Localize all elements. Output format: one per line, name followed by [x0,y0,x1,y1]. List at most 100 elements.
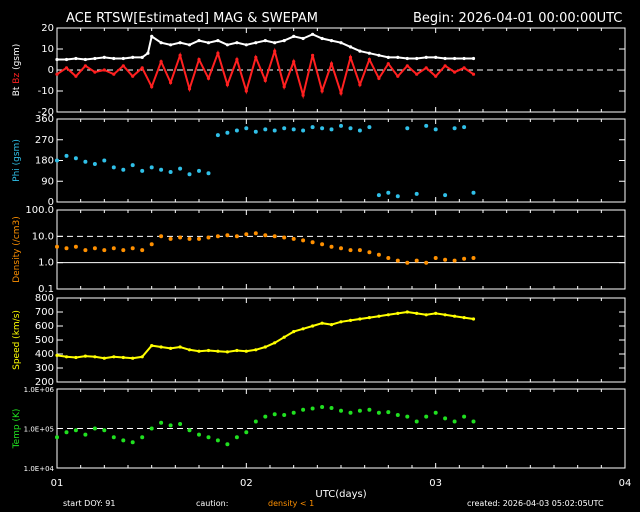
speed-ytick-label: 400 [35,349,54,360]
density-point [244,232,249,237]
temp-point [357,408,362,413]
speed-frame [56,297,626,383]
temp-point [405,414,410,419]
density-point [443,257,448,262]
density-point [348,248,353,253]
density-point [263,233,268,238]
temp-point [291,410,296,415]
bt-point [443,56,447,61]
bz-point [443,64,447,68]
temp-ytick-label: 1.0E+04 [24,465,55,473]
phi-point [140,168,145,173]
chart-title: ACE RTSW[Estimated] MAG & SWEPAM [66,11,318,26]
bz-point [206,76,211,80]
phi-frame [56,118,626,203]
temp-point [225,442,230,447]
phi-point [386,190,391,195]
temp-point [55,435,59,440]
speed-point [292,330,296,334]
temp-point [339,408,343,413]
bt-point [462,56,466,61]
phi-point [83,159,88,164]
speed-point [339,320,343,324]
temp-point [159,420,164,425]
xtick-label: 01 [51,478,64,489]
density-ytick-label: 0.1 [38,284,54,295]
density-point [452,258,457,263]
density-point [376,252,381,257]
bt-point [348,45,353,49]
temp-point [395,413,400,417]
density-point [121,248,126,253]
phi-point [55,158,59,163]
bt-point [102,55,106,60]
bz-point [140,66,144,70]
phi-point [376,193,381,198]
bt-point [367,51,371,55]
bz-point [121,64,125,68]
bz-point [55,72,59,76]
speed-point [367,316,371,320]
temp-point [348,410,353,415]
speed-ytick-label: 700 [35,307,54,318]
density-point [159,234,164,239]
phi-point [310,125,315,130]
phi-ytick-label: 90 [41,176,54,187]
bt-point [206,41,211,45]
bz-point [329,62,334,66]
temp-point [83,432,88,437]
bt-point [140,55,144,60]
density-ytick-label: 1.0 [38,258,54,269]
density-point [462,256,467,261]
temp-point [329,406,334,410]
density-point [291,236,296,241]
phi-point [395,194,400,199]
density-point [272,234,277,239]
temp-point [263,414,268,419]
phi-point [159,167,164,172]
phi-point [121,167,126,172]
speed-ytick-label: 200 [35,377,54,388]
phi-ytick-label: 270 [35,135,54,146]
bt-point [187,43,192,47]
speed-point [112,355,116,359]
temp-point [301,407,306,412]
bt-point [453,56,457,61]
bz-point [301,93,305,97]
temp-point [320,405,325,409]
bt-point [112,56,116,61]
speed-point [159,345,163,349]
phi-point [424,123,429,128]
speed-point [178,345,182,349]
phi-point [102,158,107,163]
bz-point [197,57,201,62]
temp-point [253,419,258,424]
bt-point [197,39,201,43]
speed-point [377,314,381,318]
bz-point [235,57,239,62]
temp-point [443,416,448,421]
created-time: created: 2026-04-03 05:02:05UTC [467,499,604,508]
temp-point [206,435,211,440]
phi-point [452,126,457,131]
bz-point [64,66,69,70]
bz-point [159,60,163,64]
speed-point [273,341,277,345]
density-point [282,235,287,240]
density-point [206,235,211,240]
speed-point [329,323,334,327]
mag-ylabel-part: Bz [12,73,22,87]
temp-point [386,410,391,415]
bt-point [150,34,154,39]
speed-point [102,356,106,360]
density-point [225,233,230,238]
bt-point [121,56,125,61]
speed-point [197,349,201,353]
bz-point [462,66,466,70]
phi-point [272,128,277,133]
bt-point [169,43,173,47]
temp-point [149,426,154,431]
density-point [395,258,400,263]
phi-point [282,126,287,131]
temp-point [471,419,476,424]
